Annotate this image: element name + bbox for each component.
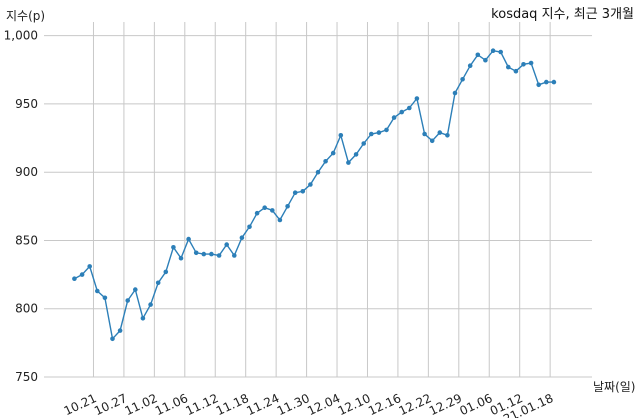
data-point [506, 64, 511, 70]
data-point [224, 242, 229, 247]
data-point [429, 138, 435, 144]
y-tick-label: 1,000 [4, 29, 38, 43]
data-point [95, 288, 100, 294]
data-point [110, 336, 115, 342]
data-point [399, 109, 405, 115]
data-point [445, 133, 450, 138]
data-point [422, 131, 427, 137]
data-point [330, 150, 336, 156]
data-point [133, 287, 138, 292]
data-point [216, 253, 222, 258]
data-point [338, 133, 344, 138]
data-point [323, 159, 328, 164]
data-point [536, 82, 541, 88]
data-point [353, 152, 359, 157]
chart-title: kosdaq 지수, 최근 3개월 [491, 7, 634, 22]
data-point [186, 236, 191, 242]
y-tick-label: 750 [15, 370, 38, 384]
data-point [102, 295, 108, 301]
data-point [361, 141, 367, 146]
data-point [407, 105, 412, 111]
data-point [498, 49, 504, 55]
y-tick-label: 900 [15, 165, 38, 179]
data-point [155, 280, 161, 286]
data-point [544, 79, 549, 85]
data-point [292, 190, 298, 195]
data-point [125, 298, 130, 303]
y-axis-label: 지수(p) [6, 9, 45, 23]
data-point [475, 52, 481, 58]
data-point [171, 245, 176, 250]
data-point [551, 79, 557, 85]
data-point [178, 255, 184, 261]
data-point [483, 57, 488, 63]
data-point [460, 77, 465, 82]
data-point [277, 217, 283, 223]
data-points [72, 48, 557, 342]
data-point [72, 276, 77, 282]
data-point [254, 210, 260, 216]
x-axis-label: 날짜(일) [593, 380, 635, 394]
data-point [490, 48, 496, 53]
y-tick-label: 850 [15, 233, 38, 247]
data-point [452, 90, 458, 96]
data-point [193, 250, 199, 256]
data-point [270, 208, 275, 213]
data-point [247, 224, 252, 230]
data-point [163, 269, 169, 275]
data-point [376, 130, 382, 135]
data-point [117, 328, 123, 333]
y-tick-label: 950 [15, 97, 38, 111]
series-line [74, 49, 554, 341]
data-point [209, 251, 214, 257]
y-tick-label: 800 [15, 302, 38, 316]
data-point [148, 302, 153, 307]
data-point [87, 264, 92, 269]
data-point [346, 160, 351, 165]
data-point [391, 115, 397, 120]
data-point [201, 251, 207, 257]
data-point [239, 235, 245, 240]
data-point [308, 182, 313, 187]
x-tick-labels: 10.2110.2711.0211.0611.1211.1811.2411.30… [62, 391, 556, 418]
data-point [467, 63, 473, 68]
data-point [262, 205, 268, 210]
data-point [79, 272, 85, 277]
data-point [315, 169, 321, 175]
data-point [384, 127, 389, 133]
data-point [414, 96, 420, 101]
data-point [300, 189, 306, 194]
data-point [521, 62, 526, 67]
data-point [232, 253, 237, 258]
data-point [285, 204, 290, 209]
data-point [369, 131, 374, 137]
data-point [140, 316, 146, 321]
data-point [513, 68, 519, 74]
data-point [528, 60, 534, 66]
y-tick-labels: 750 800 850 900 950 1,000 [4, 29, 38, 384]
grid [44, 22, 592, 378]
data-point [437, 130, 443, 135]
